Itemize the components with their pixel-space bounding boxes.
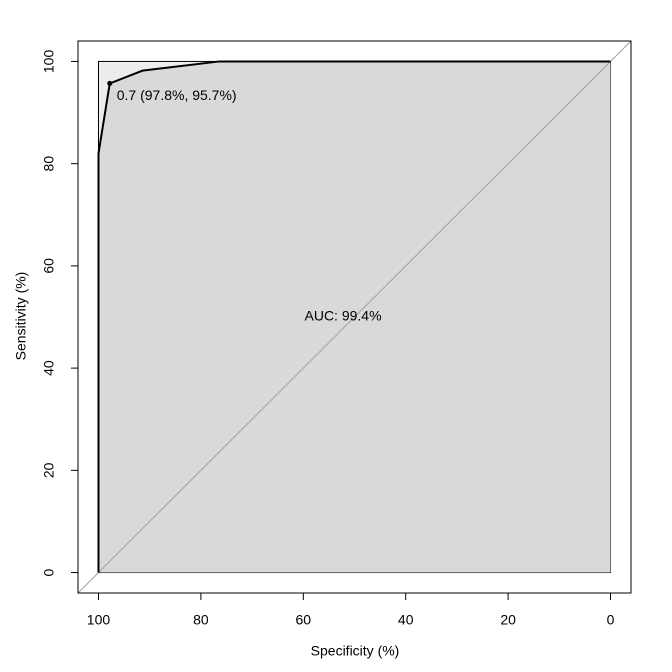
- x-tick-label: 0: [607, 612, 615, 628]
- x-tick-label: 60: [296, 612, 312, 628]
- y-tick-label: 40: [41, 360, 57, 376]
- x-tick-label: 100: [87, 612, 111, 628]
- threshold-label: 0.7 (97.8%, 95.7%): [117, 87, 237, 103]
- threshold-point: [107, 80, 113, 86]
- auc-label: AUC: 99.4%: [305, 308, 382, 324]
- y-tick-label: 60: [41, 258, 57, 274]
- x-axis-label: Specificity (%): [311, 643, 400, 659]
- y-tick-label: 20: [41, 462, 57, 478]
- diagonal: [77, 40, 632, 594]
- y-tick-label: 100: [41, 50, 57, 74]
- x-tick-label: 40: [398, 612, 414, 628]
- x-tick-label: 80: [193, 612, 209, 628]
- y-axis-label: Sensitivity (%): [13, 272, 29, 361]
- y-tick-label: 80: [41, 156, 57, 172]
- x-tick-label: 20: [500, 612, 516, 628]
- y-tick-label: 0: [41, 568, 57, 576]
